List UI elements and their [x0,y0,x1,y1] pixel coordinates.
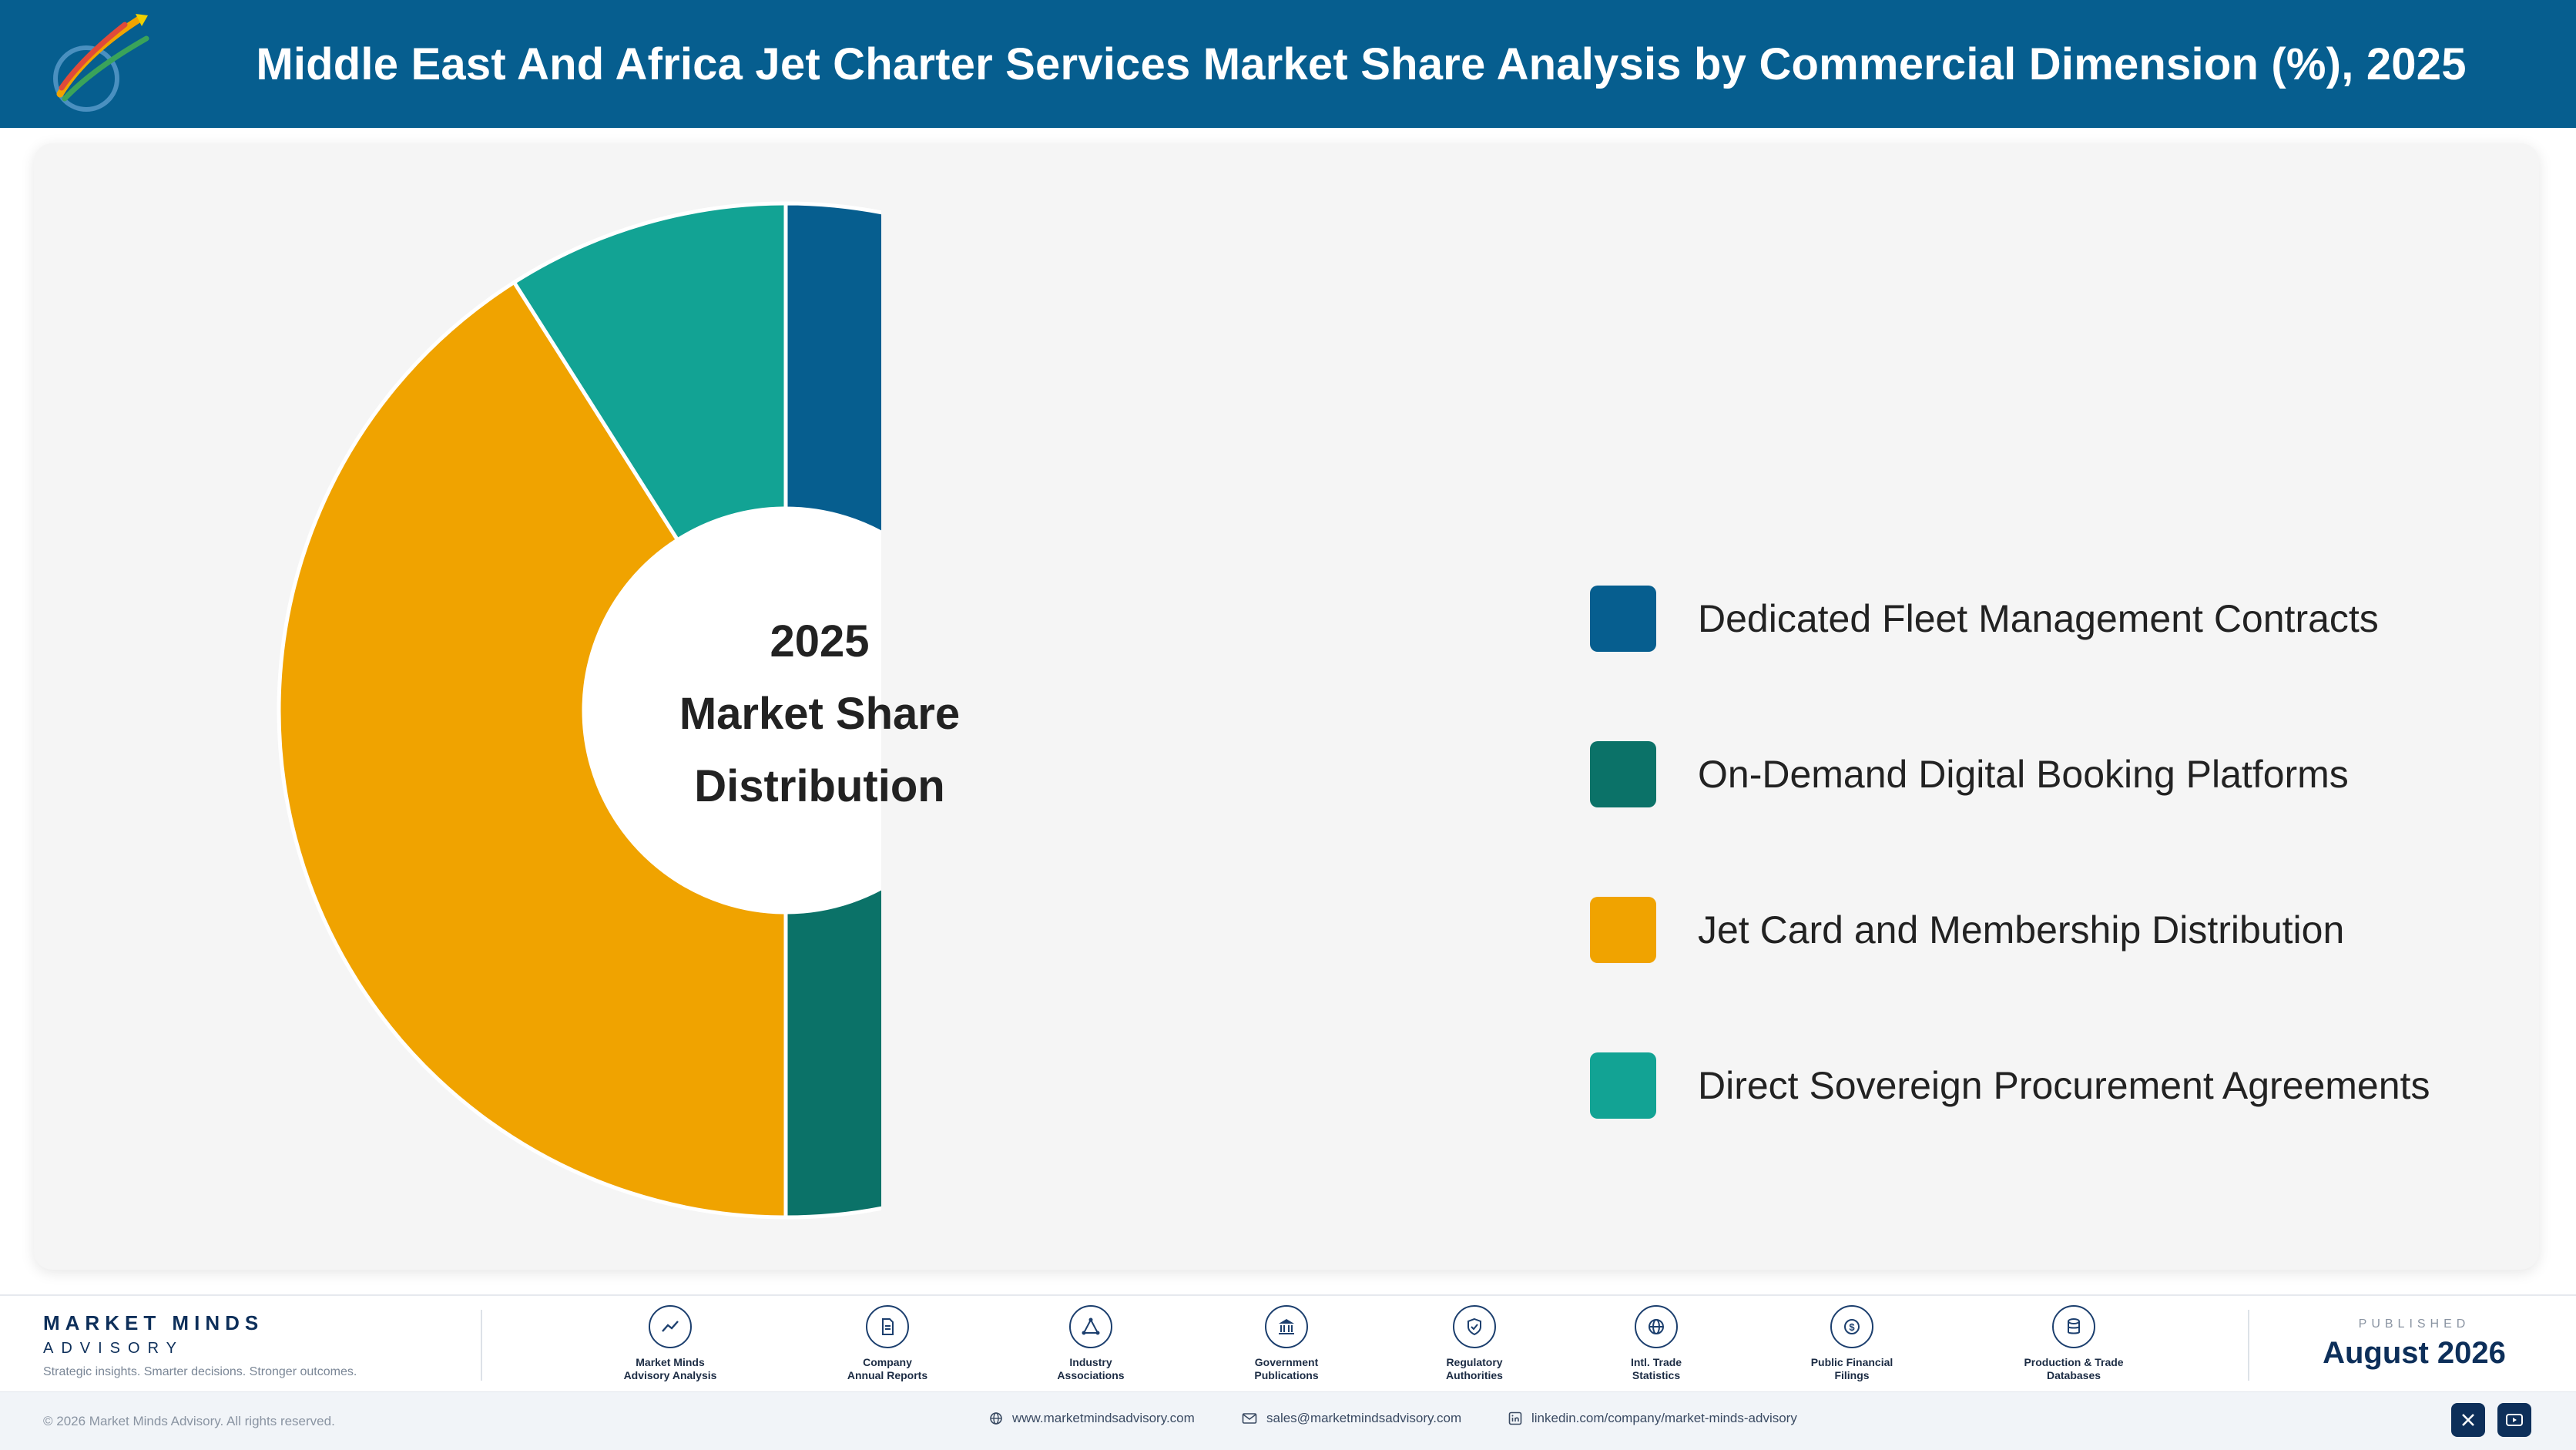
legend-label: Direct Sovereign Procurement Agreements [1698,1064,2430,1107]
company-logo-icon [53,14,149,112]
dollar-coin-icon: $ [1830,1305,1873,1348]
source-item: $ Public Financial Filings [1767,1305,1937,1382]
website-text: www.marketmindsadvisory.com [1012,1411,1195,1425]
mail-icon [1242,1413,1257,1424]
donut-chart [277,201,881,1220]
svg-text:$: $ [1849,1321,1855,1333]
legend-item: On-Demand Digital Booking Platforms [1590,741,2430,807]
source-item: Industry Associations [1006,1305,1176,1382]
globe-icon [990,1412,1002,1425]
page-title: Middle East And Africa Jet Charter Servi… [256,39,2467,89]
legend-label: Dedicated Fleet Management Contracts [1698,597,2379,640]
legend-item: Dedicated Fleet Management Contracts [1590,586,2430,652]
youtube-icon [2506,1414,2523,1426]
donut-center-label: 2025 Market Share Distribution [635,606,1005,823]
legend-item: Direct Sovereign Procurement Agreements [1590,1052,2430,1119]
donut-slice [783,885,881,1220]
legend-swatch [1590,1052,1656,1119]
center-label-line2: Market Share [679,689,961,739]
source-label: Production & Trade Databases [2024,1356,2124,1381]
source-label: Industry Associations [1057,1356,1125,1381]
source-label: Regulatory Authorities [1446,1356,1503,1381]
footer-brand: MARKET MINDS ADVISORY Strategic insights… [43,1311,357,1379]
shield-check-icon [1453,1305,1496,1348]
center-label-line3: Distribution [694,761,945,811]
chart-legend: Dedicated Fleet Management Contracts On-… [1590,586,2430,1208]
published-info: PUBLISHED August 2026 [2322,1317,2507,1371]
source-item: Company Annual Reports [803,1305,972,1382]
bottom-bar: © 2026 Market Minds Advisory. All rights… [0,1391,2576,1450]
source-item: Government Publications [1202,1305,1371,1382]
source-label: Public Financial Filings [1810,1356,1893,1381]
legend-label: On-Demand Digital Booking Platforms [1698,753,2349,796]
legend-swatch [1590,586,1656,652]
brand-tagline: Strategic insights. Smarter decisions. S… [43,1365,357,1378]
brand-subtitle: ADVISORY [43,1340,184,1357]
source-label: Government Publications [1254,1356,1319,1381]
trend-line-icon [649,1305,692,1348]
linkedin-text: linkedin.com/company/market-minds-adviso… [1531,1411,1797,1425]
government-building-icon [1265,1305,1308,1348]
source-item: Market Minds Advisory Analysis [585,1305,755,1382]
source-item: Production & Trade Databases [1989,1305,2158,1382]
footer-divider [2248,1310,2249,1381]
published-label: PUBLISHED [2358,1317,2470,1331]
source-item: Regulatory Authorities [1390,1305,1559,1382]
copyright-text: © 2026 Market Minds Advisory. All rights… [43,1414,335,1428]
legend-swatch [1590,741,1656,807]
legend-label: Jet Card and Membership Distribution [1698,908,2345,952]
brand-name: MARKET MINDS [43,1311,264,1334]
network-icon [1069,1305,1112,1348]
source-label: Intl. Trade Statistics [1630,1356,1682,1381]
center-label-year: 2025 [770,616,870,666]
youtube-social-button[interactable] [2497,1403,2531,1437]
donut-slice [783,201,881,535]
footer: MARKET MINDS ADVISORY Strategic insights… [0,1294,2576,1391]
published-date: August 2026 [2323,1336,2506,1370]
database-icon [2052,1305,2095,1348]
linkedin-link[interactable]: linkedin.com/company/market-minds-adviso… [1508,1411,1797,1426]
footer-divider [481,1310,482,1381]
header-bar: Middle East And Africa Jet Charter Servi… [0,0,2576,128]
source-label: Company Annual Reports [847,1356,928,1381]
legend-swatch [1590,897,1656,963]
x-social-button[interactable] [2451,1403,2485,1437]
x-logo-icon [2462,1414,2474,1426]
donut-hole [584,509,881,912]
website-link[interactable]: www.marketmindsadvisory.com [989,1411,1195,1426]
source-label: Market Minds Advisory Analysis [623,1356,717,1381]
chart-card: 2025 Market Share Distribution Dedicated… [34,143,2539,1270]
globe-icon [1635,1305,1678,1348]
linkedin-icon [1508,1411,1522,1425]
data-sources: Market Minds Advisory Analysis Company A… [585,1305,2172,1390]
email-link[interactable]: sales@marketmindsadvisory.com [1242,1411,1461,1426]
email-text: sales@marketmindsadvisory.com [1266,1411,1462,1425]
source-item: Intl. Trade Statistics [1571,1305,1741,1382]
document-icon [866,1305,909,1348]
legend-item: Jet Card and Membership Distribution [1590,897,2430,963]
